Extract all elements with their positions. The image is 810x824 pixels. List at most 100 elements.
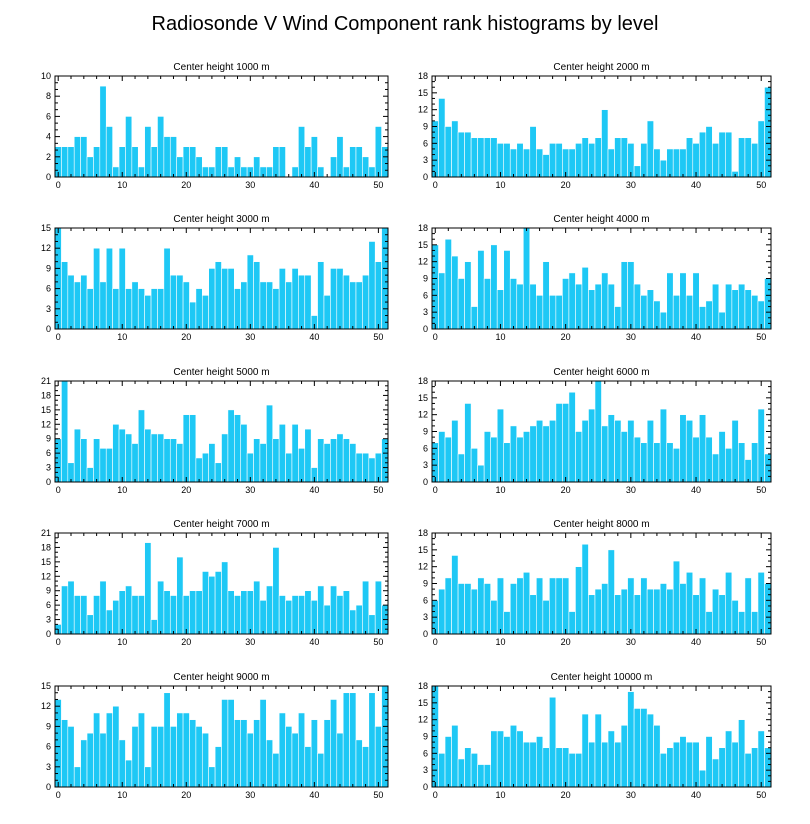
bar [118, 428, 126, 483]
bar [568, 272, 576, 330]
bar [93, 146, 101, 178]
bar [105, 712, 113, 788]
bar [317, 166, 325, 178]
panel-1: Center height 1000 m 0 10 20 30 40 50 0 2 4 6 8 10 [41, 62, 389, 190]
y-tick-label: 6 [423, 443, 428, 453]
bar [157, 433, 165, 483]
x-tick-label: 30 [245, 332, 255, 342]
bar [581, 137, 589, 178]
bar [633, 436, 641, 483]
bar [144, 766, 152, 788]
bar [477, 137, 485, 178]
bar [227, 409, 235, 483]
bar [705, 611, 713, 635]
bar [751, 747, 759, 788]
bar [764, 453, 772, 483]
bar [336, 595, 344, 635]
y-tick-label: 12 [41, 419, 51, 429]
bar [705, 736, 713, 788]
x-tick-label: 10 [495, 180, 505, 190]
y-tick-label: 12 [418, 562, 428, 572]
bar [169, 136, 177, 178]
bar [150, 726, 158, 788]
bar [757, 571, 765, 635]
bar [522, 227, 531, 330]
bar [368, 241, 376, 330]
y-tick-label: 3 [46, 762, 51, 772]
bar [253, 156, 261, 178]
bar [666, 747, 674, 788]
bar [368, 692, 376, 788]
bar [601, 272, 609, 330]
bar [438, 753, 446, 788]
bar [483, 583, 491, 635]
bar [692, 436, 700, 483]
bar [80, 739, 88, 788]
bar [259, 600, 267, 635]
bar [679, 148, 687, 178]
bar [342, 692, 350, 788]
bar [227, 268, 235, 330]
bar [614, 594, 622, 635]
bar [125, 433, 133, 483]
y-tick-label: 15 [418, 545, 428, 555]
bar [80, 136, 88, 178]
bar [575, 143, 583, 178]
bar [214, 146, 222, 178]
bar [330, 268, 338, 330]
x-tick-label: 20 [561, 637, 571, 647]
bar [355, 604, 363, 635]
bar [355, 739, 363, 788]
bar [342, 166, 350, 178]
bar [73, 428, 81, 483]
bar [362, 746, 370, 788]
bar [444, 126, 452, 178]
bar [555, 143, 563, 178]
bar [464, 261, 472, 330]
bar [330, 156, 338, 178]
bar [240, 423, 248, 483]
bar [509, 278, 518, 330]
bar [764, 278, 772, 330]
bar [653, 588, 661, 635]
bar [718, 594, 726, 635]
bar [712, 283, 720, 330]
bar [80, 595, 88, 635]
y-tick-label: 12 [418, 105, 428, 115]
bar [457, 583, 465, 635]
bar [253, 719, 261, 788]
bar [323, 604, 331, 635]
bar [451, 120, 459, 178]
x-tick-label: 30 [245, 180, 255, 190]
bar [163, 692, 171, 788]
bar [672, 448, 681, 483]
bar [317, 585, 325, 635]
x-tick-label: 0 [56, 790, 61, 800]
x-tick-label: 40 [309, 332, 319, 342]
bar [725, 730, 733, 788]
bar [93, 438, 101, 483]
bar [757, 730, 765, 788]
bar [529, 425, 537, 483]
panel-title: Center height 1000 m [173, 62, 269, 73]
bar [310, 136, 318, 178]
bar [438, 272, 446, 330]
x-tick-label: 10 [117, 637, 127, 647]
bar [86, 467, 94, 483]
bar [304, 146, 312, 178]
bar [738, 283, 746, 330]
panel-title: Center height 8000 m [553, 519, 649, 530]
bar [310, 719, 318, 788]
y-tick-label: 10 [41, 71, 51, 81]
bar [336, 732, 344, 788]
bar [195, 288, 203, 330]
bar [477, 764, 485, 788]
bar [614, 306, 622, 330]
bar [594, 283, 602, 330]
bar [483, 137, 491, 178]
bar [438, 98, 446, 178]
bar [581, 713, 589, 788]
bar [457, 453, 465, 483]
bar [201, 452, 209, 483]
y-tick-label: 9 [46, 263, 51, 273]
